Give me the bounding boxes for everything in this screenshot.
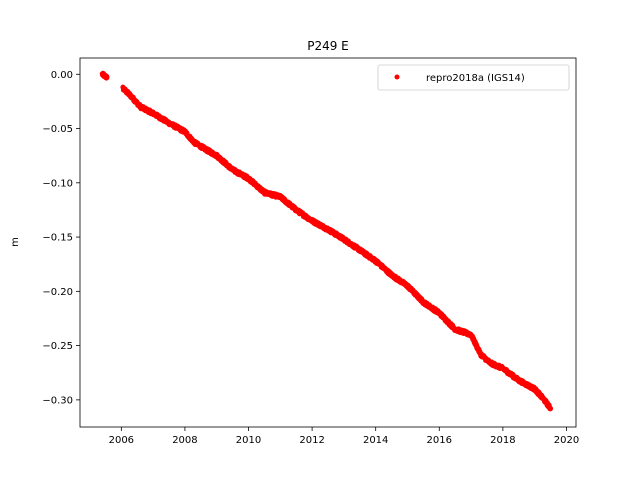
x-axis: 2006 2008 2010 2012 2014 2016 2018 2020 <box>109 427 579 446</box>
y-axis-label: m <box>10 237 21 247</box>
legend: repro2018a (IGS14) <box>377 64 570 91</box>
y-tick-label: −0.05 <box>42 124 73 135</box>
y-tick-label: −0.15 <box>42 233 73 244</box>
legend-label: repro2018a (IGS14) <box>426 73 525 84</box>
data-point <box>104 75 110 81</box>
y-tick-label: −0.30 <box>42 395 73 406</box>
plot-frame <box>79 57 577 428</box>
y-tick-label: −0.25 <box>42 341 73 352</box>
x-tick-label: 2010 <box>236 435 261 446</box>
x-tick-label: 2014 <box>363 435 388 446</box>
x-tick-label: 2012 <box>299 435 324 446</box>
legend-box <box>377 64 570 91</box>
legend-marker <box>394 74 400 80</box>
x-tick-label: 2016 <box>427 435 452 446</box>
y-tick-label: 0.00 <box>51 70 73 81</box>
data-point <box>548 406 554 412</box>
y-tick-label: −0.20 <box>42 287 73 298</box>
y-axis: 0.00 −0.05 −0.10 −0.15 −0.20 −0.25 −0.30 <box>42 70 80 406</box>
x-tick-label: 2018 <box>490 435 515 446</box>
x-tick-label: 2006 <box>109 435 134 446</box>
y-tick-label: −0.10 <box>42 178 73 189</box>
data-points <box>99 70 554 412</box>
x-tick-label: 2020 <box>554 435 579 446</box>
chart-title: P249 E <box>307 39 349 53</box>
x-tick-label: 2008 <box>172 435 197 446</box>
